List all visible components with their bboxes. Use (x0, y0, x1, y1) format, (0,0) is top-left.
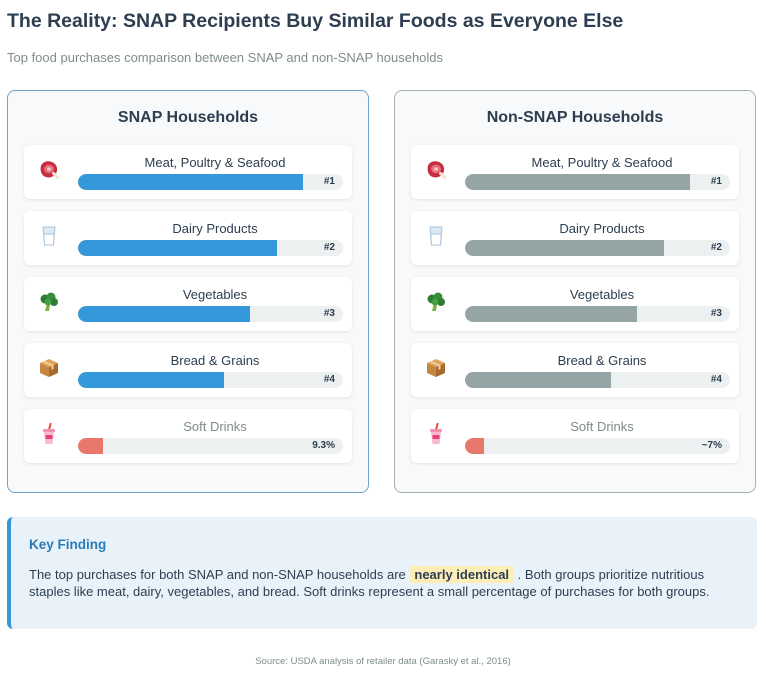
meat-icon (37, 158, 61, 182)
key-finding-box: Key Finding The top purchases for both S… (7, 517, 757, 629)
bar-fill (78, 372, 224, 388)
category-label: Bread & Grains (557, 353, 647, 368)
bar-track: 9.3% (78, 438, 343, 454)
bar-value-label: #2 (710, 242, 722, 253)
food-category-item: Dairy Products #2 (411, 211, 739, 265)
food-category-item: Meat, Poultry & Seafood #1 (24, 145, 352, 199)
bar-fill (465, 240, 664, 256)
bar-track: #3 (78, 306, 343, 322)
bar-fill (465, 372, 611, 388)
glass-of-milk-icon (424, 224, 448, 248)
bar-fill (465, 174, 690, 190)
food-category-item: Soft Drinks 9.3% (24, 409, 352, 463)
category-label: Meat, Poultry & Seafood (531, 155, 673, 170)
bar-track: ~7% (465, 438, 730, 454)
non-snap-households-panel: Non-SNAP Households Meat, Poultry & Seaf… (394, 90, 756, 493)
bar-value-label: ~7% (701, 440, 722, 451)
soft-drink-cup-icon (37, 422, 61, 446)
food-category-item: Soft Drinks ~7% (411, 409, 739, 463)
bar-track: #3 (465, 306, 730, 322)
bar-track: #2 (78, 240, 343, 256)
bar-fill (78, 438, 103, 454)
food-category-item: Bread & Grains #4 (24, 343, 352, 397)
broccoli-icon (424, 290, 448, 314)
bar-fill (78, 306, 250, 322)
category-label: Soft Drinks (183, 419, 247, 434)
package-icon (424, 356, 448, 380)
bar-track: #2 (465, 240, 730, 256)
bar-track: #1 (465, 174, 730, 190)
source-note: Source: USDA analysis of retailer data (… (255, 656, 511, 667)
bar-value-label: #1 (323, 176, 335, 187)
bar-track: #1 (78, 174, 343, 190)
bar-fill (465, 438, 484, 454)
food-category-item: Dairy Products #2 (24, 211, 352, 265)
bar-value-label: #3 (323, 308, 335, 319)
page-subtitle: Top food purchases comparison between SN… (7, 50, 444, 65)
bar-value-label: #2 (323, 242, 335, 253)
key-finding-title: Key Finding (29, 537, 107, 552)
category-label: Dairy Products (559, 221, 645, 236)
food-category-item: Vegetables #3 (24, 277, 352, 331)
bar-fill (78, 174, 303, 190)
key-finding-text: The top purchases for both SNAP and non-… (29, 566, 744, 600)
snap-households-panel: SNAP Households Meat, Poultry & Seafood #… (7, 90, 369, 493)
bar-value-label: #4 (710, 374, 722, 385)
category-label: Soft Drinks (570, 419, 634, 434)
food-category-item: Meat, Poultry & Seafood #1 (411, 145, 739, 199)
meat-icon (424, 158, 448, 182)
category-label: Meat, Poultry & Seafood (144, 155, 286, 170)
food-category-item: Bread & Grains #4 (411, 343, 739, 397)
panel-title: SNAP Households (117, 109, 259, 126)
finding-text-before: The top purchases for both SNAP and non-… (29, 567, 406, 582)
bar-value-label: #1 (710, 176, 722, 187)
broccoli-icon (37, 290, 61, 314)
bar-value-label: 9.3% (312, 440, 335, 451)
category-label: Dairy Products (172, 221, 258, 236)
glass-of-milk-icon (37, 224, 61, 248)
bar-fill (465, 306, 637, 322)
category-label: Vegetables (569, 287, 635, 302)
bar-value-label: #3 (710, 308, 722, 319)
soft-drink-cup-icon (424, 422, 448, 446)
bar-fill (78, 240, 277, 256)
bar-track: #4 (78, 372, 343, 388)
bar-value-label: #4 (323, 374, 335, 385)
panel-title: Non-SNAP Households (486, 109, 664, 126)
category-label: Vegetables (182, 287, 248, 302)
bar-track: #4 (465, 372, 730, 388)
page-title: The Reality: SNAP Recipients Buy Similar… (7, 10, 624, 32)
category-label: Bread & Grains (170, 353, 260, 368)
finding-highlight: nearly identical (409, 566, 515, 583)
finding-text-after: . Both groups prioritize nutritious stap… (29, 567, 710, 599)
food-category-item: Vegetables #3 (411, 277, 739, 331)
package-icon (37, 356, 61, 380)
